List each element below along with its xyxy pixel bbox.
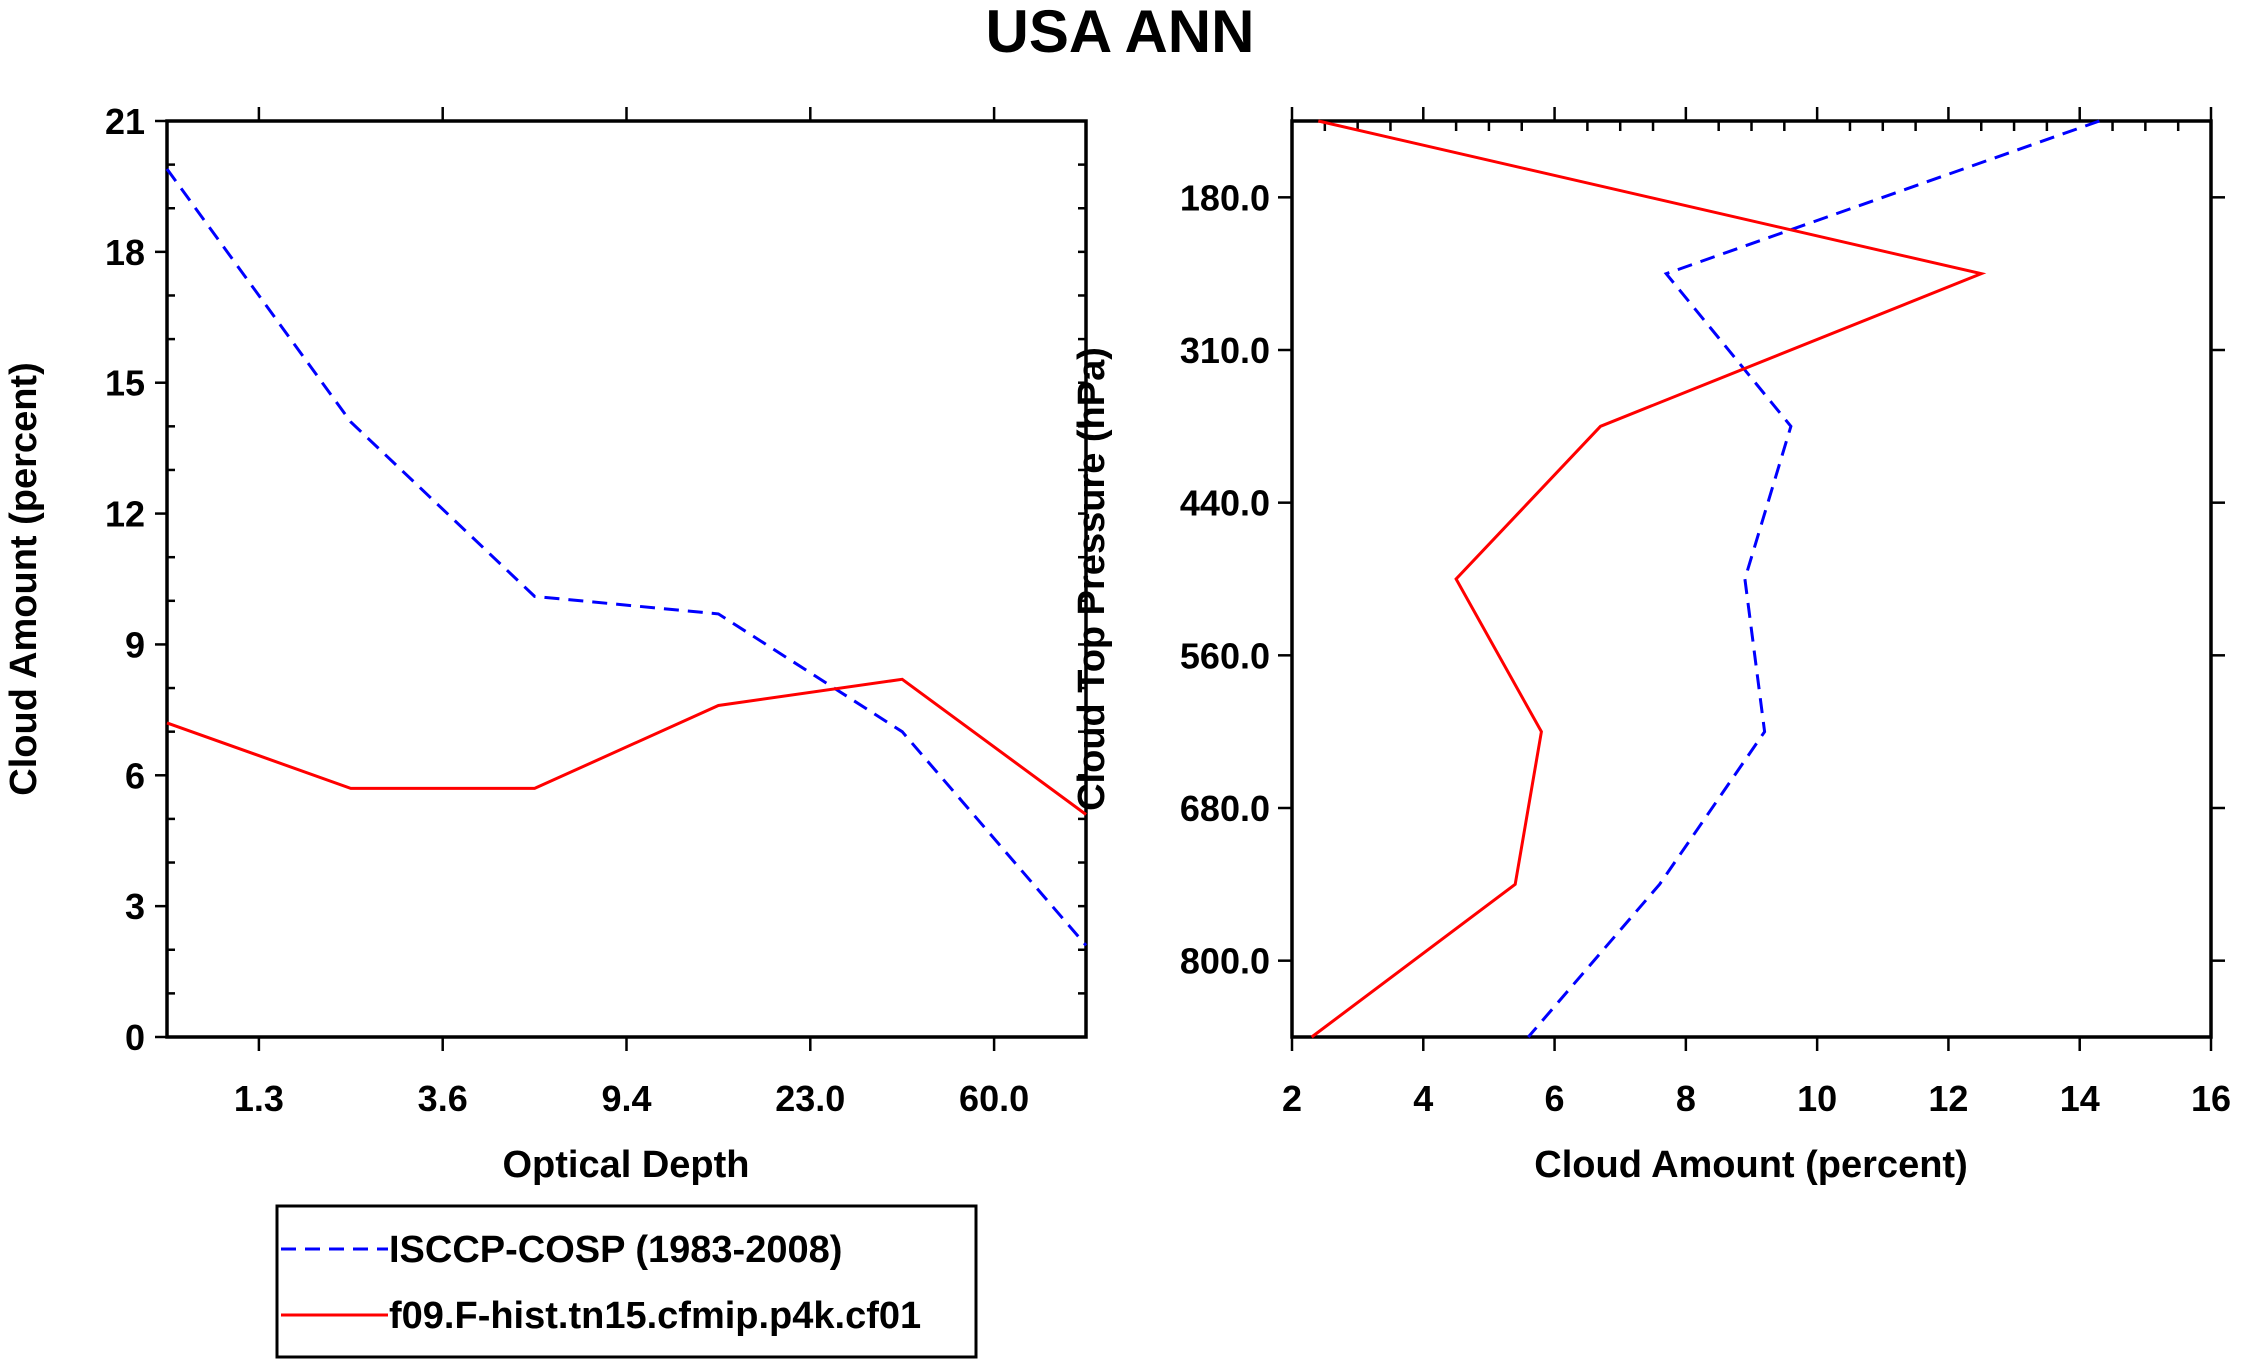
right-panel: 2 4 6 8 10 12 14 16 180.0 310.0 440.0 560.0 680.0 800…: [1071, 107, 2231, 1186]
right-x-tick-label: 2: [1282, 1078, 1302, 1119]
left-x-axis-label: Optical Depth: [502, 1144, 749, 1186]
right-x-tick-label: 16: [2191, 1078, 2231, 1119]
right-ticks: 2 4 6 8 10 12 14 16 180.0 310.0 440.0 560.0 680.0 800…: [1180, 107, 2231, 1119]
right-x-tick-label: 8: [1676, 1078, 1696, 1119]
legend: ISCCP-COSP (1983-2008) f09.F-hist.tn15.c…: [275, 1204, 978, 1359]
left-y-tick-label: 9: [125, 624, 145, 665]
right-series-isccp-cosp-1983-2008: [1527, 119, 2100, 1038]
left-y-tick-label: 15: [105, 363, 145, 404]
left-plot-frame: [165, 119, 1088, 1039]
right-y-tick-label: 310.0: [1180, 330, 1270, 371]
left-ticks: 0 3 6 9 12 15 18 21 1.3 3.6 9.4 23.0 60.0: [105, 101, 1086, 1119]
right-y-tick-label: 560.0: [1180, 635, 1270, 676]
legend-label-isccp: ISCCP-COSP (1983-2008): [389, 1229, 842, 1271]
left-series-isccp-cosp-1983-2008: [165, 168, 1088, 947]
right-y-tick-label: 800.0: [1180, 941, 1270, 982]
left-x-tick-label: 23.0: [775, 1078, 845, 1119]
left-series-f09-f-hist-tn15-cfmip-p4k-cf01: [166, 677, 1087, 816]
right-x-tick-label: 12: [1928, 1078, 1968, 1119]
left-x-tick-label: 60.0: [959, 1078, 1029, 1119]
left-y-tick-label: 21: [105, 101, 145, 142]
right-series: [1310, 119, 2100, 1039]
left-x-tick-label: 3.6: [418, 1078, 468, 1119]
left-y-tick-label: 12: [105, 494, 145, 535]
right-y-tick-label: 180.0: [1180, 177, 1270, 218]
right-series-f09-f-hist-tn15-cfmip-p4k-cf01: [1310, 119, 1987, 1039]
right-x-axis-label: Cloud Amount (percent): [1534, 1144, 1967, 1186]
right-x-tick-label: 10: [1797, 1078, 1837, 1119]
right-plot-frame: [1290, 119, 2213, 1039]
left-y-tick-label: 18: [105, 232, 145, 273]
right-x-tick-label: 6: [1545, 1078, 1565, 1119]
legend-label-model: f09.F-hist.tn15.cfmip.p4k.cf01: [389, 1295, 921, 1337]
left-y-tick-label: 0: [125, 1017, 145, 1058]
left-x-tick-label: 9.4: [601, 1078, 651, 1119]
left-x-tick-label: 1.3: [234, 1078, 284, 1119]
left-series: [165, 168, 1088, 947]
right-y-tick-label: 440.0: [1180, 483, 1270, 524]
left-y-axis-label: Cloud Amount (percent): [3, 362, 45, 795]
right-y-tick-label: 680.0: [1180, 788, 1270, 829]
right-x-tick-label: 14: [2060, 1078, 2100, 1119]
chart-title: USA ANN: [986, 0, 1255, 65]
right-y-axis-label: Cloud Top Pressure (hPa): [1071, 347, 1113, 811]
left-y-tick-label: 6: [125, 755, 145, 796]
left-y-tick-label: 3: [125, 886, 145, 927]
left-panel: 0 3 6 9 12 15 18 21 1.3 3.6 9.4 23.0 60.0 Optical De…: [3, 101, 1088, 1186]
legend-box: [275, 1204, 978, 1359]
right-x-tick-label: 4: [1413, 1078, 1433, 1119]
